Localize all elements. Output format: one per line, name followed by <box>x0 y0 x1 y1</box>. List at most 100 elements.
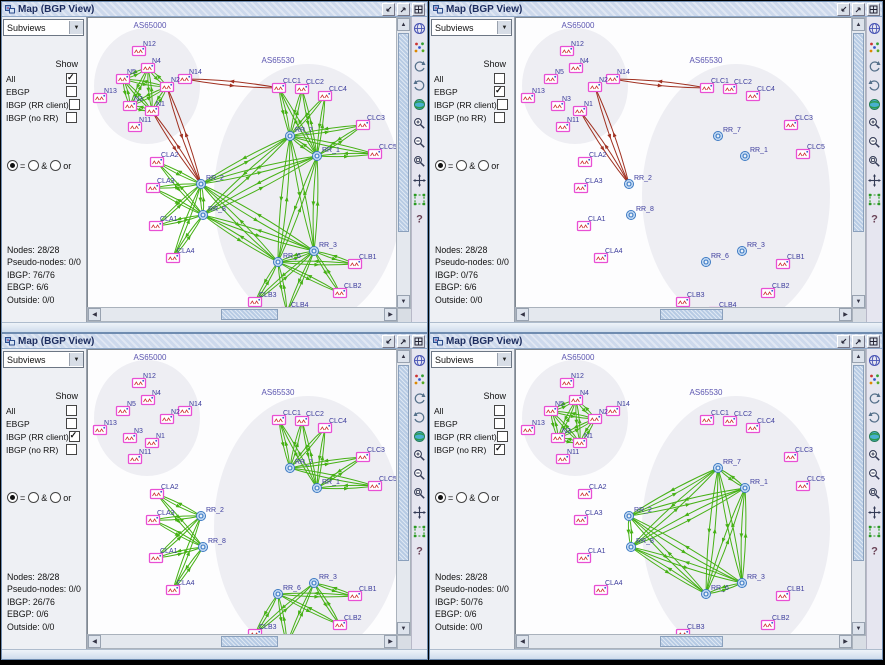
filter-checkbox[interactable] <box>66 444 77 455</box>
node-CLC1[interactable]: CLC1 <box>699 78 730 94</box>
combine-radio-2[interactable] <box>478 492 490 503</box>
scroll-right-button[interactable]: ▶ <box>839 635 852 648</box>
combine-radio-2[interactable] <box>50 492 62 503</box>
node-RR_1[interactable]: RR_1 <box>312 147 341 161</box>
help-icon[interactable]: ? <box>413 212 426 226</box>
vertical-scrollbar[interactable]: ▲ ▼ <box>851 17 866 309</box>
maximize-window-button[interactable] <box>397 2 410 16</box>
node-N1[interactable]: N1 <box>572 101 594 117</box>
scroll-left-button[interactable]: ◀ <box>516 308 529 321</box>
node-RR_3[interactable]: RR_3 <box>737 242 766 256</box>
node-CLC2[interactable]: CLC2 <box>294 79 325 95</box>
detach-window-button[interactable] <box>382 2 395 16</box>
select-region-icon[interactable] <box>868 193 881 206</box>
vertical-scroll-thumb[interactable] <box>398 33 409 233</box>
node-N5[interactable]: N5 <box>115 69 137 85</box>
rotate-ccw-icon[interactable] <box>413 60 426 73</box>
arcball-icon[interactable] <box>868 22 881 35</box>
detach-window-button[interactable] <box>382 334 395 348</box>
node-N4[interactable]: N4 <box>140 58 162 74</box>
node-RR_2[interactable]: RR_2 <box>196 507 225 521</box>
pan-icon[interactable] <box>868 506 881 519</box>
node-N12[interactable]: N12 <box>131 41 156 57</box>
globe-icon[interactable] <box>868 430 881 443</box>
node-N3[interactable]: N3 <box>550 96 572 112</box>
node-N14[interactable]: N14 <box>605 69 630 85</box>
scroll-down-button[interactable]: ▼ <box>397 295 410 308</box>
node-N3[interactable]: N3 <box>122 96 144 112</box>
node-CLA4[interactable]: CLA4 <box>165 580 195 596</box>
combine-radio-0[interactable] <box>7 160 18 171</box>
node-RR_8[interactable]: RR_8 <box>198 538 227 552</box>
node-CLB3[interactable]: CLB3 <box>675 292 705 308</box>
filter-checkbox[interactable] <box>66 86 77 97</box>
pan-icon[interactable] <box>413 174 426 187</box>
node-N13[interactable]: N13 <box>520 88 545 104</box>
horizontal-scrollbar[interactable]: ◀ ▶ <box>87 307 398 322</box>
node-N4[interactable]: N4 <box>568 390 590 406</box>
node-CLC5[interactable]: CLC5 <box>367 476 398 492</box>
filter-checkbox[interactable] <box>66 405 77 416</box>
subviews-dropdown[interactable]: Subviews ▼ <box>431 351 512 368</box>
rotate-cw-icon[interactable] <box>413 411 426 424</box>
zoom-out-icon[interactable] <box>868 468 881 481</box>
node-CLC4[interactable]: CLC4 <box>317 418 348 434</box>
combine-radio-1[interactable] <box>456 492 468 503</box>
window-menu-button[interactable] <box>412 2 425 16</box>
node-RR_1[interactable]: RR_1 <box>740 479 769 493</box>
arcball-icon[interactable] <box>413 354 426 367</box>
node-RR_2[interactable]: RR_2 <box>624 507 653 521</box>
pan-icon[interactable] <box>413 506 426 519</box>
node-CLC5[interactable]: CLC5 <box>795 476 826 492</box>
node-RR_3[interactable]: RR_3 <box>309 242 338 256</box>
node-N5[interactable]: N5 <box>543 69 565 85</box>
node-CLC2[interactable]: CLC2 <box>722 411 753 427</box>
node-CLA3[interactable]: CLA3 <box>573 510 603 526</box>
scroll-left-button[interactable]: ◀ <box>88 635 101 648</box>
node-N12[interactable]: N12 <box>131 373 156 389</box>
node-CLB2[interactable]: CLB2 <box>760 283 790 299</box>
node-N12[interactable]: N12 <box>559 41 584 57</box>
scroll-up-button[interactable]: ▲ <box>397 18 410 31</box>
arcball-icon[interactable] <box>868 354 881 367</box>
scatter-layout-icon[interactable] <box>413 41 426 54</box>
node-CLA1[interactable]: CLA1 <box>148 548 178 564</box>
node-CLB2[interactable]: CLB2 <box>760 615 790 631</box>
map-canvas[interactable]: AS65000 AS65530 N12 N4 N5 N14 N2 N13 N3 N1 N11 CLC1… <box>515 349 853 636</box>
zoom-in-icon[interactable] <box>413 449 426 462</box>
window-titlebar[interactable]: Map (BGP View) <box>430 2 882 17</box>
node-CLC5[interactable]: CLC5 <box>367 144 398 160</box>
node-N1[interactable]: N1 <box>144 433 166 449</box>
zoom-in-icon[interactable] <box>868 117 881 130</box>
node-CLA3[interactable]: CLA3 <box>145 510 175 526</box>
globe-icon[interactable] <box>413 98 426 111</box>
node-RR_8[interactable]: RR_8 <box>626 206 655 220</box>
window-titlebar[interactable]: Map (BGP View) <box>2 2 427 17</box>
node-N3[interactable]: N3 <box>550 428 572 444</box>
horizontal-scroll-thumb[interactable] <box>220 636 279 647</box>
node-N11[interactable]: N11 <box>555 117 580 133</box>
filter-checkbox[interactable] <box>68 99 80 110</box>
node-CLB3[interactable]: CLB3 <box>247 292 277 308</box>
combine-radio-1[interactable] <box>456 160 468 171</box>
scroll-left-button[interactable]: ◀ <box>516 635 529 648</box>
scroll-left-button[interactable]: ◀ <box>88 308 101 321</box>
node-RR_6[interactable]: RR_6 <box>701 253 730 267</box>
node-RR_6[interactable]: RR_6 <box>273 253 302 267</box>
node-CLA4[interactable]: CLA4 <box>593 248 623 264</box>
scroll-right-button[interactable]: ▶ <box>384 635 397 648</box>
node-N4[interactable]: N4 <box>140 390 162 406</box>
node-CLA2[interactable]: CLA2 <box>149 152 179 168</box>
node-CLA1[interactable]: CLA1 <box>148 216 178 232</box>
combine-radio-0[interactable] <box>435 160 446 171</box>
scroll-down-button[interactable]: ▼ <box>852 295 865 308</box>
node-RR_8[interactable]: RR_8 <box>198 206 227 220</box>
node-CLC3[interactable]: CLC3 <box>783 447 814 463</box>
node-CLC1[interactable]: CLC1 <box>699 410 730 426</box>
node-N3[interactable]: N3 <box>122 428 144 444</box>
combine-radio-1[interactable] <box>28 160 40 171</box>
zoom-out-icon[interactable] <box>868 136 881 149</box>
zoom-in-icon[interactable] <box>868 449 881 462</box>
maximize-window-button[interactable] <box>397 334 410 348</box>
subviews-dropdown[interactable]: Subviews ▼ <box>3 351 84 368</box>
